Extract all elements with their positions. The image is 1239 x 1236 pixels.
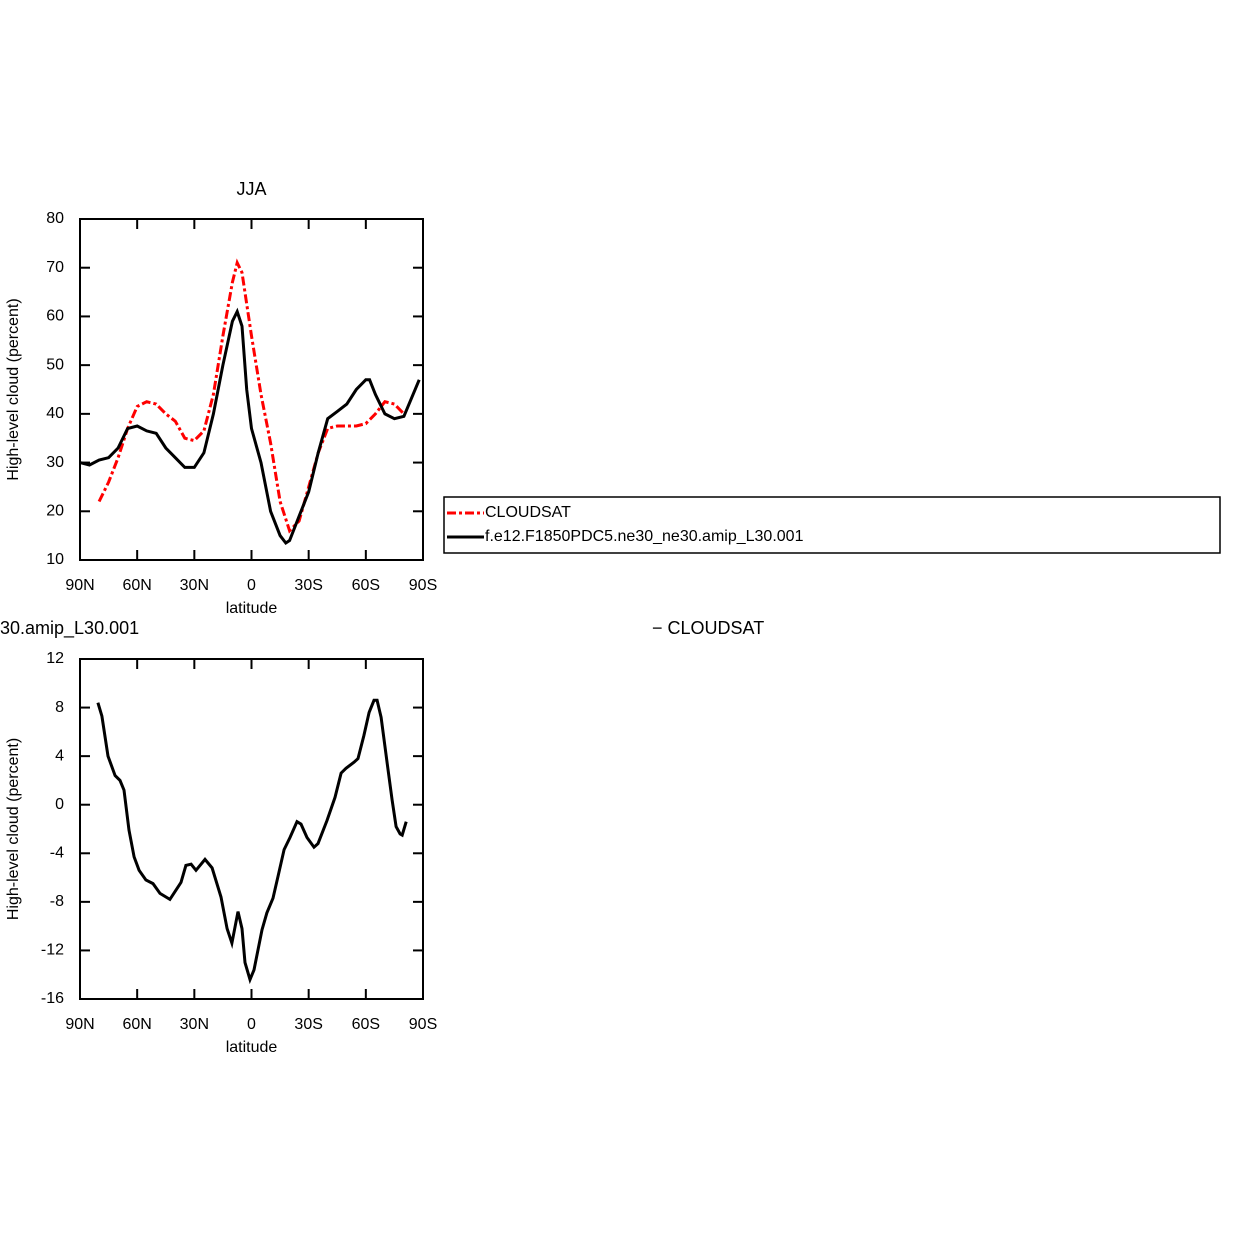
data-line — [96, 698, 408, 985]
y-tick-label: 12 — [46, 650, 64, 667]
y-tick-label: 40 — [46, 405, 64, 422]
y-tick-label: -12 — [41, 942, 64, 959]
data-line — [97, 258, 405, 534]
x-tick-label: 0 — [247, 1016, 256, 1033]
y-tick-label: 4 — [55, 747, 64, 764]
plot-frame — [79, 218, 424, 561]
chart-title: JJA — [236, 179, 266, 199]
chart-title-left: 30.amip_L30.001 — [0, 618, 139, 639]
legend-box — [443, 496, 1221, 554]
chart-title-center: − CLOUDSAT — [652, 618, 764, 638]
x-tick-label: 30S — [294, 577, 322, 594]
x-axis-label: latitude — [226, 600, 278, 617]
x-tick-label: 90N — [65, 1016, 94, 1033]
data-line — [79, 307, 421, 546]
y-tick-label: 30 — [46, 454, 64, 471]
x-tick-label: 30N — [180, 1016, 209, 1033]
x-tick-label: 30S — [294, 1016, 322, 1033]
legend-label: f.e12.F1850PDC5.ne30_ne30.amip_L30.001 — [485, 528, 804, 545]
y-tick-label: 60 — [46, 308, 64, 325]
y-tick-label: -4 — [50, 845, 64, 862]
y-tick-label: 70 — [46, 259, 64, 276]
x-tick-label: 60S — [352, 577, 380, 594]
x-axis-label: latitude — [226, 1039, 278, 1056]
x-tick-label: 90N — [65, 577, 94, 594]
y-tick-label: 0 — [55, 796, 64, 813]
x-tick-label: 90S — [409, 1016, 437, 1033]
y-tick-label: -16 — [41, 990, 64, 1007]
y-tick-label: 80 — [46, 210, 64, 227]
y-tick-label: 10 — [46, 551, 64, 568]
x-tick-label: 90S — [409, 577, 437, 594]
legend-label: CLOUDSAT — [485, 504, 571, 521]
x-tick-label: 0 — [247, 577, 256, 594]
y-axis-label: High-level cloud (percent) — [5, 298, 22, 480]
x-tick-label: 60N — [122, 1016, 151, 1033]
y-tick-label: 20 — [46, 503, 64, 520]
x-tick-label: 60S — [352, 1016, 380, 1033]
y-axis-label: High-level cloud (percent) — [5, 738, 22, 920]
y-tick-label: 50 — [46, 356, 64, 373]
x-tick-label: 60N — [122, 577, 151, 594]
y-tick-label: 8 — [55, 699, 64, 716]
x-tick-label: 30N — [180, 577, 209, 594]
y-tick-label: -8 — [50, 893, 64, 910]
